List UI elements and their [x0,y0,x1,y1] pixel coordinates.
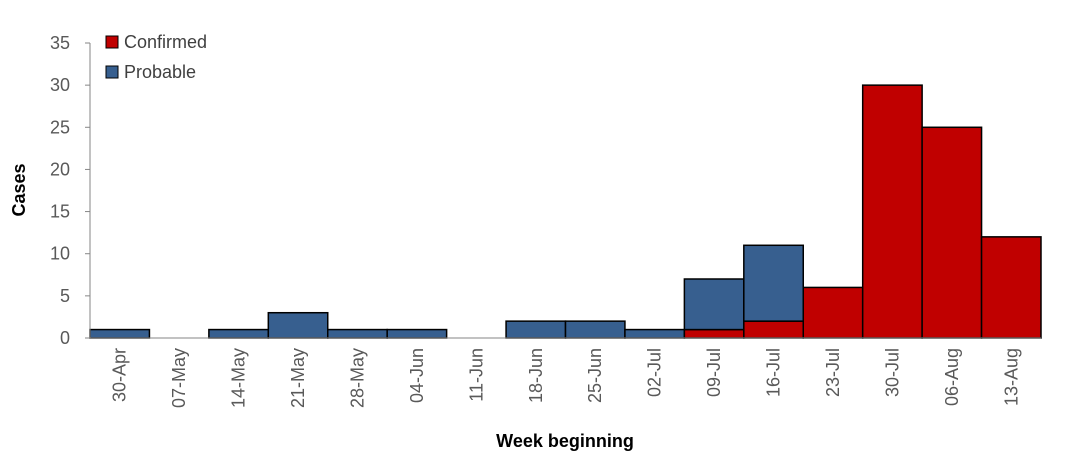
x-tick-label: 30-Apr [110,348,130,402]
y-tick-label: 10 [50,244,70,264]
x-tick-label: 21-May [288,348,308,408]
x-tick-labels: 30-Apr 07-May 14-May 21-May 28-May 04-Jun 11-J… [110,348,1022,408]
bar-probable-14-May [208,328,270,339]
x-tick-label: 14-May [229,348,249,408]
bar-probable-25-Jun [564,320,626,339]
x-tick-label: 07-May [169,348,189,408]
legend-label-confirmed: Confirmed [124,32,207,52]
y-tick-label: 25 [50,117,70,137]
bar-probable-18-Jun [505,320,567,339]
x-axis-title: Week beginning [496,431,634,451]
y-tick-label: 20 [50,159,70,179]
x-tick-label: 16-Jul [764,348,784,397]
bar-confirmed-09-Jul [683,328,745,339]
bar-probable-09-Jul [683,278,745,331]
bar-probable-28-May [327,328,388,339]
legend-label-probable: Probable [124,62,196,82]
x-tick-label: 28-May [347,348,367,408]
bar-probable-16-Jul [743,244,804,322]
y-axis-title: Cases [9,163,29,216]
x-tick-label: 04-Jun [407,348,427,403]
axes-layer [89,43,1041,339]
y-tick-label: 15 [50,202,70,222]
y-tick-label: 5 [60,286,70,306]
bar-confirmed-30-Jul [861,84,923,339]
x-tick-label: 11-Jun [466,348,486,402]
x-tick-label: 06-Aug [942,348,962,406]
bar-probable-04-Jun [386,328,448,339]
bar-probable-21-May [267,311,329,339]
bar-probable-30-Apr [89,328,151,339]
bar-confirmed-23-Jul [802,286,864,339]
x-tick-label: 18-Jun [526,348,546,403]
y-tick-label: 0 [60,328,70,348]
bar-confirmed-16-Jul [743,320,804,339]
x-tick-label: 30-Jul [882,348,902,397]
bar-probable-02-Jul [624,328,686,339]
legend-swatch-confirmed [105,35,119,49]
bar-confirmed-06-Aug [921,126,983,339]
y-tick-labels: 0 5 10 15 20 25 30 35 [50,33,90,348]
bar-confirmed-13-Aug [980,236,1042,339]
bars-layer [89,84,1042,339]
y-tick-label: 30 [50,75,70,95]
legend-swatch-probable [105,65,119,79]
x-tick-label: 09-Jul [704,348,724,397]
x-tick-label: 23-Jul [823,348,843,397]
x-tick-label: 13-Aug [1001,348,1021,406]
x-tick-label: 25-Jun [585,348,605,403]
legend: Confirmed Probable [105,32,207,82]
y-tick-label: 35 [50,33,70,53]
x-tick-label: 02-Jul [645,348,665,397]
